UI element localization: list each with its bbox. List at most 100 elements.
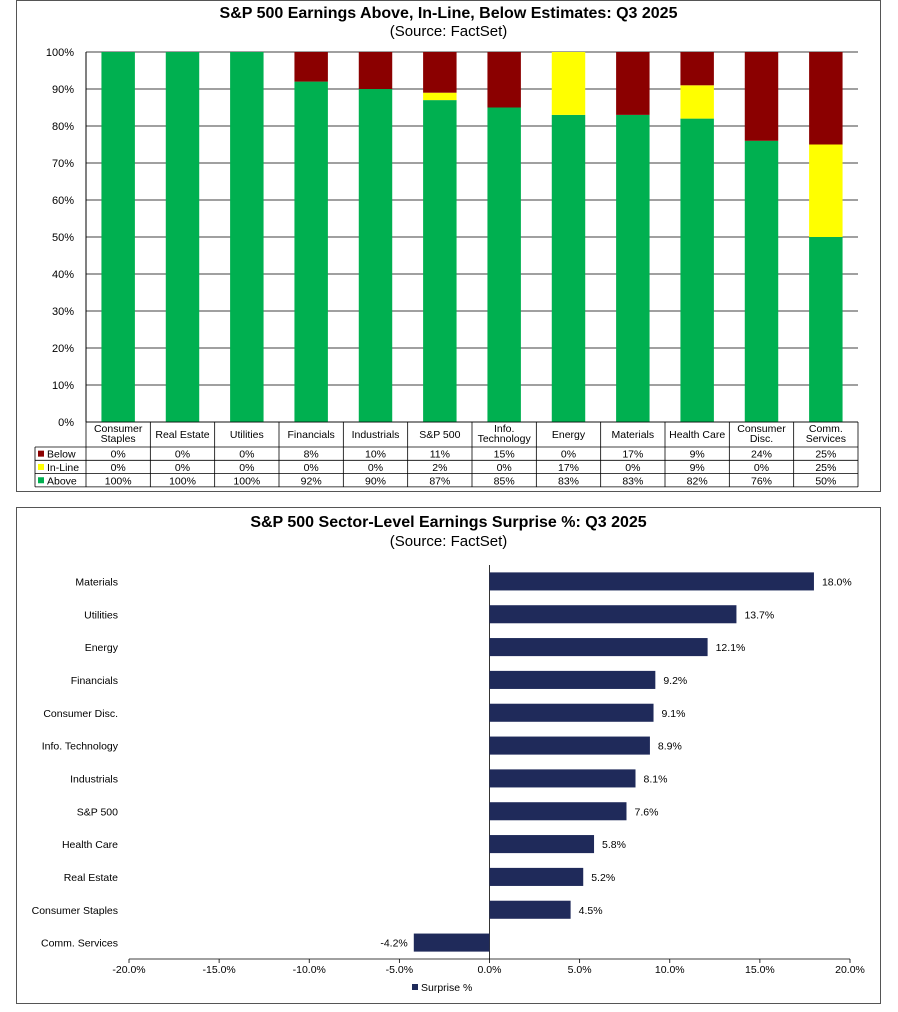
legend-label: Surprise % (421, 982, 472, 994)
data-label: 9.1% (662, 708, 686, 720)
category-label: Comm. (809, 423, 843, 435)
chart2-subtitle: (Source: FactSet) (389, 533, 508, 550)
data-label: 4.5% (579, 905, 603, 917)
data-label: 9.2% (663, 675, 687, 687)
category-label: S&P 500 (419, 429, 460, 441)
legend-label: In-Line (47, 462, 79, 474)
table-value: 17% (558, 462, 579, 474)
x-tick-label: 15.0% (745, 964, 775, 976)
table-value: 10% (365, 449, 386, 461)
y-tick-label: 50% (52, 232, 74, 244)
category-label: Consumer (737, 423, 786, 435)
data-label: 18.0% (822, 576, 852, 588)
x-tick-label: -15.0% (202, 964, 235, 976)
table-value: 82% (687, 475, 708, 487)
bar-in-line (551, 52, 586, 115)
bar-surprise (413, 933, 490, 952)
category-label: Comm. Services (41, 938, 118, 950)
bar-in-line (809, 144, 843, 237)
bar-surprise (489, 605, 737, 624)
table-value: 0% (368, 462, 383, 474)
chart1-title: S&P 500 Earnings Above, In-Line, Below E… (219, 5, 678, 22)
x-tick-label: 20.0% (835, 964, 865, 976)
category-label: S&P 500 (77, 806, 118, 818)
category-label: Real Estate (155, 429, 209, 441)
bar-below (809, 52, 843, 145)
bar-below (487, 52, 521, 108)
category-label: Real Estate (64, 872, 118, 884)
table-value: 100% (105, 475, 132, 487)
x-tick-label: 0.0% (478, 964, 502, 976)
y-tick-label: 20% (52, 343, 74, 355)
table-value: 25% (815, 449, 836, 461)
category-label: Health Care (669, 429, 725, 441)
category-label: Info. Technology (42, 741, 119, 753)
data-label: 8.1% (644, 773, 668, 785)
bar-below (358, 52, 393, 89)
bar-surprise (489, 835, 595, 854)
chart2-title: S&P 500 Sector-Level Earnings Surprise %… (250, 514, 647, 531)
data-label: -4.2% (380, 938, 407, 950)
x-tick-label: -20.0% (112, 964, 145, 976)
y-tick-label: 10% (52, 380, 74, 392)
table-value: 2% (432, 462, 447, 474)
data-label: 5.8% (602, 839, 626, 851)
table-value: 0% (175, 449, 190, 461)
table-value: 0% (239, 462, 254, 474)
bar-surprise (489, 703, 654, 722)
bar-below (423, 52, 457, 93)
legend-swatch (38, 450, 44, 457)
category-label: Consumer (94, 423, 143, 435)
category-label: Consumer Staples (32, 905, 118, 917)
bar-below (680, 52, 714, 86)
y-tick-label: 70% (52, 158, 74, 170)
legend-label: Above (47, 475, 77, 487)
table-value: 0% (754, 462, 769, 474)
table-value: 11% (430, 449, 450, 461)
y-tick-label: 40% (52, 269, 74, 281)
category-label: Materials (612, 429, 655, 441)
table-value: 25% (815, 462, 836, 474)
bar-below (744, 52, 779, 141)
bar-above (423, 100, 457, 422)
category-label: Staples (101, 433, 136, 445)
stacked-bar-chart: 0%10%20%30%40%50%60%70%80%90%100%Consume… (34, 47, 859, 488)
bar-above (809, 237, 843, 422)
table-value: 0% (175, 462, 190, 474)
legend-swatch (412, 984, 418, 990)
chart1-subtitle: (Source: FactSet) (389, 23, 508, 40)
bar-surprise (489, 736, 650, 755)
bar-surprise (489, 638, 708, 657)
bar-below (294, 52, 328, 82)
bar-above (294, 81, 328, 422)
x-tick-label: -10.0% (293, 964, 326, 976)
bar-above (680, 118, 714, 422)
legend-swatch (38, 463, 44, 470)
data-label: 5.2% (591, 872, 615, 884)
legend-label: Below (47, 449, 76, 461)
table-value: 83% (622, 475, 643, 487)
table-value: 90% (365, 475, 386, 487)
table-value: 9% (690, 462, 705, 474)
bar-in-line (423, 92, 457, 101)
y-tick-label: 100% (46, 47, 74, 59)
category-label: Consumer Disc. (43, 708, 118, 720)
table-value: 100% (233, 475, 260, 487)
data-label: 12.1% (716, 642, 746, 654)
surprise-chart-panel: S&P 500 Sector-Level Earnings Surprise %… (16, 507, 881, 1004)
bar-above (487, 107, 521, 422)
table-value: 0% (625, 462, 640, 474)
y-tick-label: 30% (52, 306, 74, 318)
table-value: 85% (494, 475, 515, 487)
category-label: Energy (85, 642, 119, 654)
table-value: 83% (558, 475, 579, 487)
x-tick-label: 5.0% (568, 964, 592, 976)
category-label: Industrials (352, 429, 400, 441)
category-label: Financials (288, 429, 335, 441)
category-label: Materials (75, 576, 118, 588)
table-value: 15% (494, 449, 515, 461)
x-tick-label: 10.0% (655, 964, 685, 976)
data-label: 13.7% (744, 609, 774, 621)
bar-above (358, 89, 393, 422)
table-value: 8% (304, 449, 319, 461)
